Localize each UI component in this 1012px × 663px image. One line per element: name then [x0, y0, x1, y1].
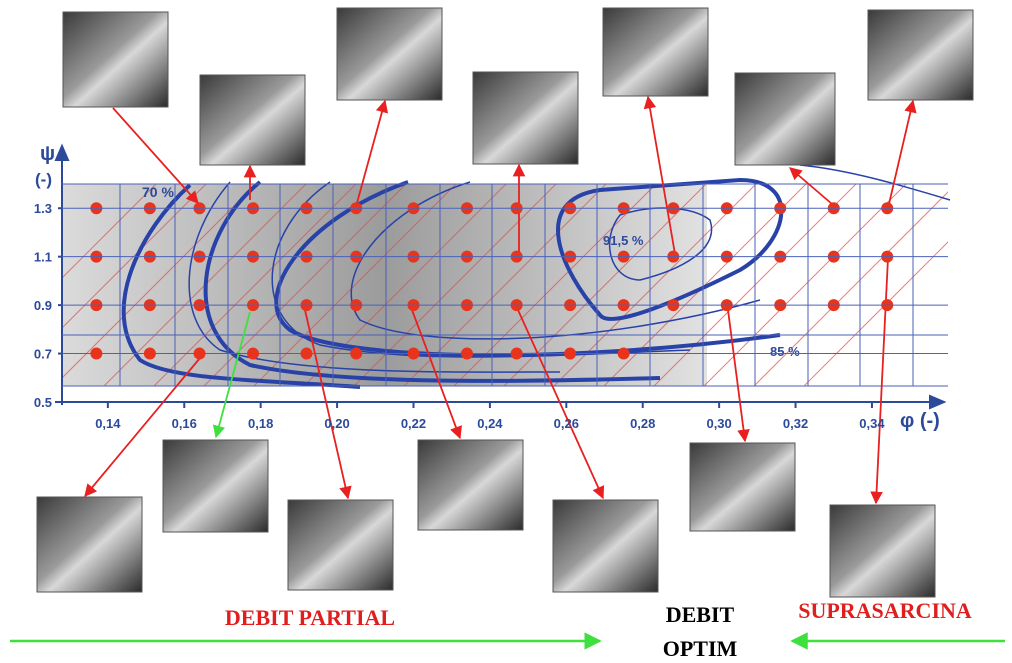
annotation: 91,5 % [603, 233, 644, 248]
footer: DEBIT PARTIAL DEBIT OPTIM SUPRASARCINA [10, 598, 1005, 661]
x-tick-label: 0,30 [706, 416, 731, 431]
x-axis-label: φ (-) [900, 410, 940, 432]
y-tick-label: 0.7 [34, 347, 52, 362]
y-tick-label: 0.9 [34, 298, 52, 313]
annotation: 85 % [770, 344, 800, 359]
footer-right: SUPRASARCINA [798, 598, 972, 623]
x-tick-label: 0,20 [324, 416, 349, 431]
footer-middle: OPTIM [663, 636, 738, 661]
x-tick-label: 0,18 [248, 416, 273, 431]
x-tick-label: 0,16 [172, 416, 197, 431]
y-tick-label: 1.3 [34, 201, 52, 216]
x-tick-label: 0,28 [630, 416, 655, 431]
x-tick-label: 0,24 [477, 416, 503, 431]
annotation: 70 % [142, 184, 174, 200]
y-axis-unit: (-) [35, 170, 52, 189]
y-axis-label: ψ [40, 143, 55, 165]
x-tick-label: 0,34 [859, 416, 885, 431]
y-tick-label: 1.1 [34, 250, 52, 265]
x-tick-label: 0,26 [554, 416, 579, 431]
x-tick-label: 0,22 [401, 416, 426, 431]
footer-middle: DEBIT [666, 602, 735, 627]
figure: ψ (-) φ (-) 70 % 91,5 % 85 % DEBIT PARTI… [0, 0, 1012, 663]
x-tick-label: 0,32 [783, 416, 808, 431]
y-tick-label: 0.5 [34, 395, 52, 410]
x-tick-label: 0,14 [95, 416, 121, 431]
footer-left: DEBIT PARTIAL [225, 605, 395, 630]
